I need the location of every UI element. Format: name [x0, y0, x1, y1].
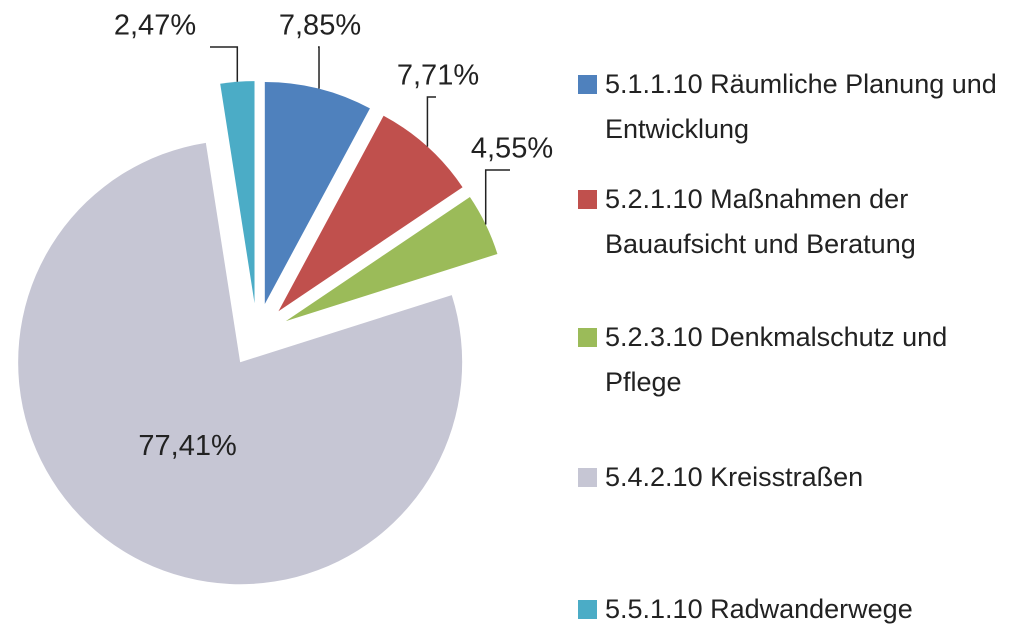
legend-label: 5.5.1.10 Radwanderwege	[605, 594, 913, 624]
data-label: 2,47%	[114, 10, 196, 42]
pie-slice	[220, 81, 255, 304]
legend-swatch	[578, 190, 597, 209]
pie-slice	[264, 81, 370, 304]
leader-line	[318, 46, 320, 89]
data-label: 77,41%	[138, 430, 236, 462]
legend-label: 5.4.2.10 Kreisstraßen	[605, 462, 864, 492]
legend-swatch	[578, 468, 597, 487]
pie-slice	[278, 115, 463, 312]
legend-swatch	[578, 600, 597, 619]
pie-slice	[285, 197, 498, 322]
data-label: 4,55%	[471, 133, 553, 165]
pie-slice	[18, 142, 463, 585]
legend-swatch	[578, 328, 597, 347]
legend-label: 5.2.3.10 Denkmalschutz und Pflege	[605, 322, 948, 397]
legend-swatch	[578, 75, 597, 94]
data-label: 7,71%	[397, 60, 479, 92]
legend-label: 5.2.1.10 Maßnahmen der Bauaufsicht und B…	[605, 184, 916, 259]
data-label: 7,85%	[279, 10, 361, 42]
legend-label: 5.1.1.10 Räumliche Planung und Entwicklu…	[605, 69, 997, 144]
leader-line	[426, 96, 436, 147]
leader-line	[210, 46, 239, 82]
leader-line	[484, 169, 510, 225]
